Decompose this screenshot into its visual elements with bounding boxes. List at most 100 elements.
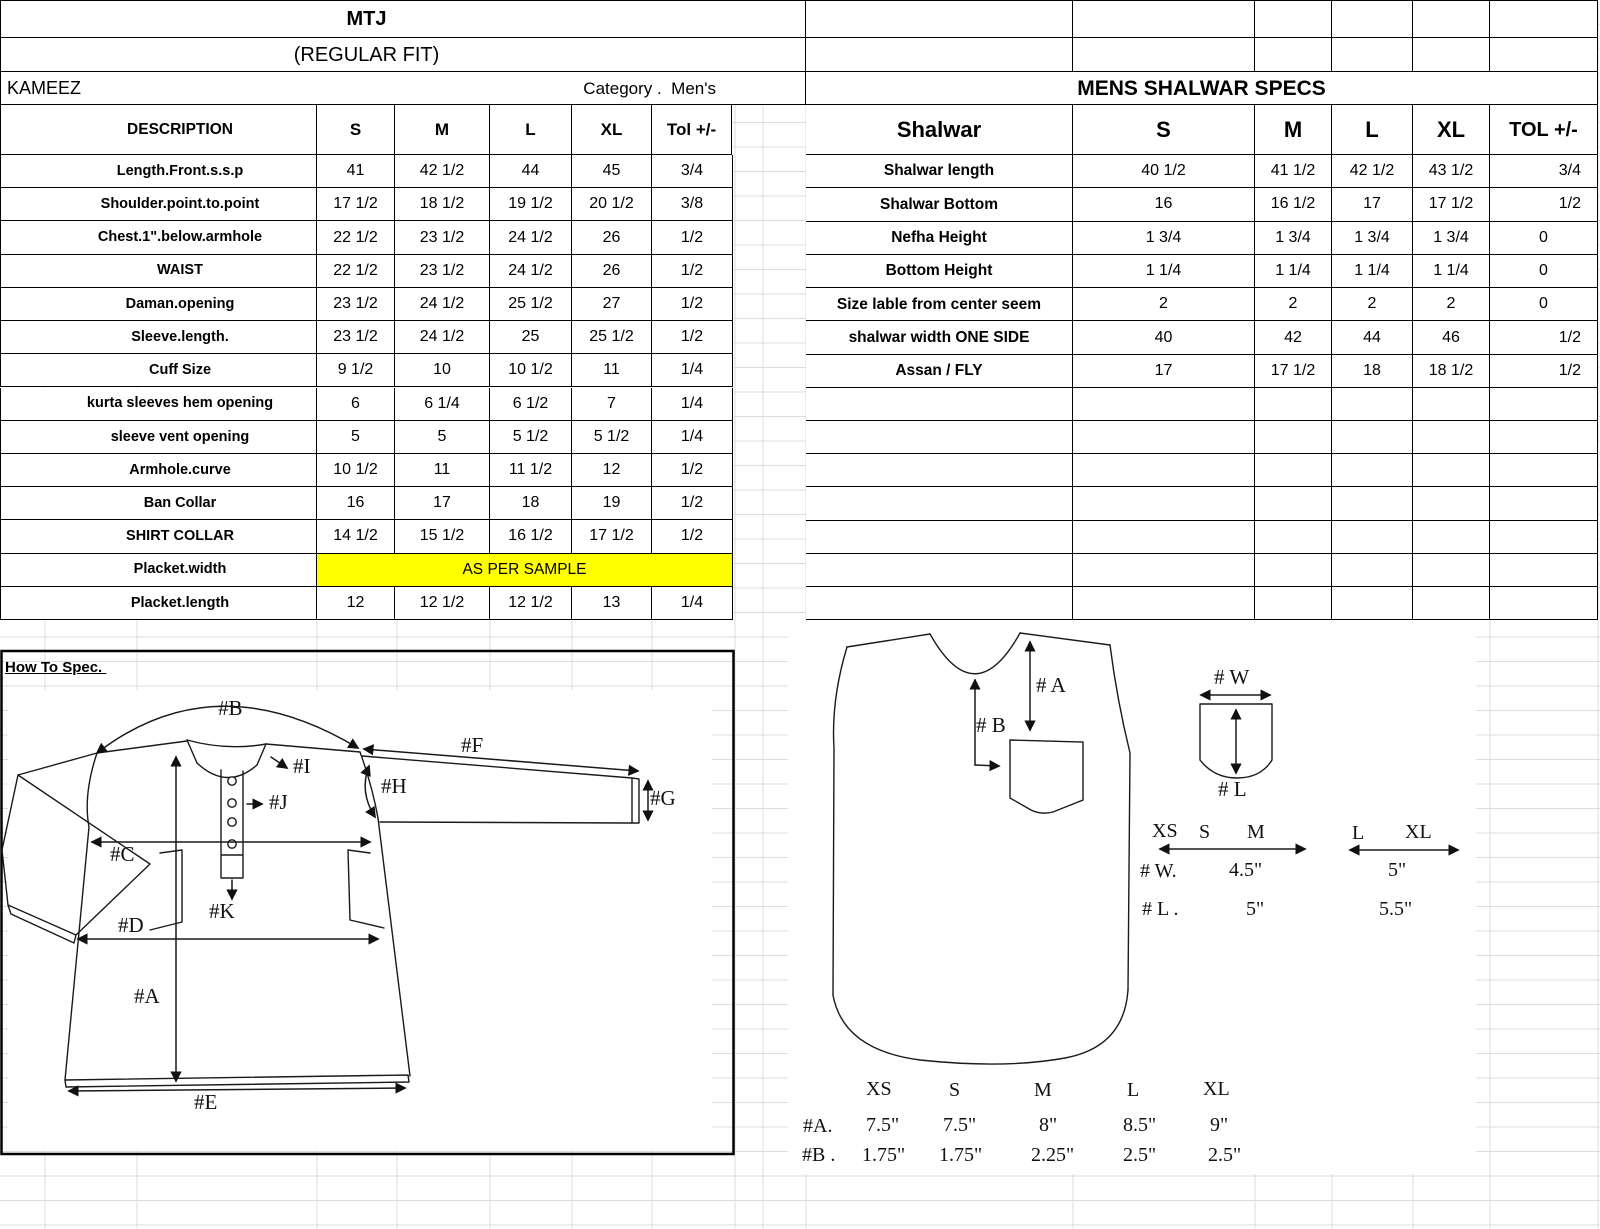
kameez-value-cell[interactable]: 15 1/2 [395,520,490,554]
kameez-value-cell[interactable]: 1/2 [652,221,733,255]
shalwar-header-M[interactable]: M [1255,105,1332,155]
shalwar-empty-cell[interactable] [1332,520,1413,554]
shalwar-value-cell[interactable]: 1 3/4 [1255,221,1332,255]
kameez-value-cell[interactable]: 25 1/2 [490,287,572,322]
empty-top-cell[interactable] [806,38,1073,72]
empty-top-cell[interactable] [1255,0,1332,38]
shalwar-empty-cell[interactable] [1255,421,1332,455]
shalwar-empty-cell[interactable] [1073,454,1255,488]
shalwar-empty-cell[interactable] [1073,487,1255,521]
kameez-value-cell[interactable]: 3/4 [652,155,733,189]
shalwar-empty-cell[interactable] [1073,553,1255,587]
kameez-value-cell[interactable]: 18 [490,487,572,521]
shalwar-value-cell[interactable]: 17 [1332,188,1413,222]
gap-cell[interactable] [732,0,806,38]
shalwar-value-cell[interactable]: 0 [1490,288,1598,322]
kameez-title-cell[interactable]: MTJ [0,0,733,38]
kameez-value-cell[interactable]: 22 1/2 [317,221,395,255]
kameez-value-cell[interactable]: 26 [572,254,652,288]
shalwar-value-cell[interactable]: 46 [1413,321,1490,355]
empty-top-cell[interactable] [1332,38,1413,72]
gap-cell[interactable] [732,38,806,72]
kameez-value-cell[interactable]: 12 [572,453,652,488]
shalwar-row-label[interactable]: Shalwar length [806,155,1073,189]
kameez-row-spacer[interactable] [0,520,45,554]
shalwar-empty-cell[interactable] [1255,553,1332,587]
kameez-value-cell[interactable]: 6 [317,387,395,421]
kameez-row-label[interactable]: Sleeve.length. [44,321,317,355]
empty-top-cell[interactable] [1073,0,1255,38]
shalwar-value-cell[interactable]: 17 [1073,354,1255,388]
kameez-row-label[interactable]: Shoulder.point.to.point [44,188,317,222]
kameez-value-cell[interactable]: 44 [490,155,572,189]
kameez-value-cell[interactable]: 12 [317,586,395,620]
shalwar-empty-cell[interactable] [1490,520,1598,554]
shalwar-empty-cell[interactable] [1413,553,1490,587]
shalwar-value-cell[interactable]: 42 [1255,321,1332,355]
kameez-row-spacer[interactable] [0,254,45,288]
shalwar-empty-cell[interactable] [1490,553,1598,587]
shalwar-header-TOL +/-[interactable]: TOL +/- [1490,105,1598,155]
kameez-value-cell[interactable]: 5 1/2 [572,420,652,454]
shalwar-empty-cell[interactable] [1255,487,1332,521]
shalwar-value-cell[interactable]: 3/4 [1490,155,1598,189]
kameez-value-cell[interactable]: 18 1/2 [395,188,490,222]
kameez-header-XL[interactable]: XL [572,105,652,155]
empty-top-cell[interactable] [806,0,1073,38]
kameez-row-label[interactable]: SHIRT COLLAR [44,520,317,554]
kameez-value-cell[interactable]: 6 1/4 [395,387,490,421]
kameez-value-cell[interactable]: 1/2 [652,487,733,521]
shalwar-value-cell[interactable]: 2 [1413,288,1490,322]
shalwar-empty-cell[interactable] [1332,487,1413,521]
shalwar-empty-cell[interactable] [1332,454,1413,488]
kameez-value-cell[interactable]: 25 [490,321,572,355]
kameez-value-cell[interactable]: 11 [395,453,490,488]
kameez-value-cell[interactable]: 7 [572,387,652,421]
shalwar-value-cell[interactable]: 0 [1490,221,1598,255]
shalwar-empty-cell[interactable] [1332,421,1413,455]
shalwar-empty-cell[interactable] [1413,454,1490,488]
kameez-row-label[interactable]: Daman.opening [44,287,317,322]
shalwar-empty-cell[interactable] [1490,586,1598,620]
kameez-header-S[interactable]: S [317,105,395,155]
kameez-value-cell[interactable]: 23 1/2 [317,287,395,322]
kameez-row-spacer[interactable] [0,453,45,488]
kameez-value-cell[interactable]: 1/2 [652,520,733,554]
empty-top-cell[interactable] [1255,38,1332,72]
kameez-row-label[interactable]: WAIST [44,254,317,288]
kameez-row-spacer[interactable] [0,354,45,388]
kameez-row-spacer[interactable] [0,420,45,454]
kameez-value-cell[interactable]: 16 [317,487,395,521]
shalwar-value-cell[interactable]: 2 [1255,288,1332,322]
kameez-row-label[interactable]: Ban Collar [44,487,317,521]
kameez-value-cell[interactable]: 42 1/2 [395,155,490,189]
gap-cell[interactable] [732,72,806,105]
kameez-row-label[interactable]: Armhole.curve [44,453,317,488]
shalwar-empty-cell[interactable] [1490,487,1598,521]
kameez-value-cell[interactable]: 24 1/2 [395,287,490,322]
kameez-row-spacer[interactable] [0,586,45,620]
kameez-row-label[interactable]: kurta sleeves hem opening [44,387,317,421]
shalwar-value-cell[interactable]: 1 1/4 [1073,254,1255,289]
shalwar-empty-cell[interactable] [806,487,1073,521]
kameez-row-label[interactable]: Cuff Size [44,354,317,388]
shalwar-empty-cell[interactable] [1073,388,1255,422]
kameez-value-cell[interactable]: 23 1/2 [395,221,490,255]
kameez-value-cell[interactable]: 11 [572,354,652,388]
shalwar-value-cell[interactable]: 17 1/2 [1413,188,1490,222]
shalwar-value-cell[interactable]: 1 3/4 [1413,221,1490,255]
shalwar-empty-cell[interactable] [1490,388,1598,422]
kameez-merged-sample-cell[interactable]: AS PER SAMPLE [317,553,733,587]
shalwar-header-L[interactable]: L [1332,105,1413,155]
shalwar-empty-cell[interactable] [806,586,1073,620]
shalwar-value-cell[interactable]: 0 [1490,254,1598,289]
kameez-value-cell[interactable]: 12 1/2 [490,586,572,620]
shalwar-empty-cell[interactable] [1413,487,1490,521]
kameez-value-cell[interactable]: 1/2 [652,453,733,488]
empty-top-cell[interactable] [1413,38,1490,72]
shalwar-empty-cell[interactable] [1332,388,1413,422]
kameez-row-spacer[interactable] [0,387,45,421]
kameez-value-cell[interactable]: 11 1/2 [490,453,572,488]
kameez-value-cell[interactable]: 23 1/2 [395,254,490,288]
shalwar-empty-cell[interactable] [806,553,1073,587]
